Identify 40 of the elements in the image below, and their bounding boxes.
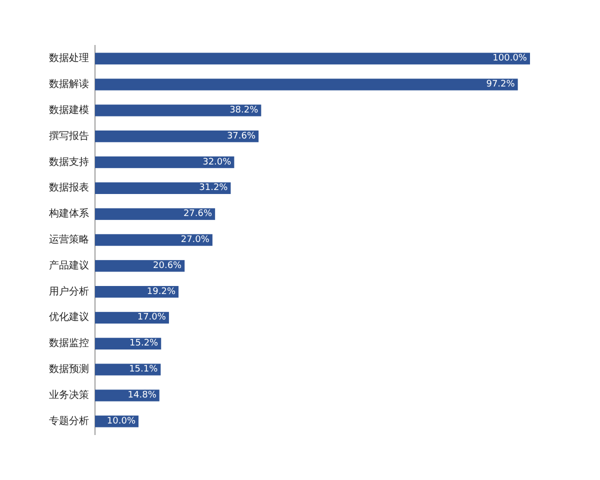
data-label: 31.2%	[199, 183, 228, 194]
data-label: 20.6%	[153, 260, 182, 271]
y-tick-label: 构建体系	[48, 208, 89, 220]
bar	[95, 104, 262, 116]
y-tick-label: 数据解读	[49, 78, 89, 90]
bar	[95, 208, 216, 220]
bar	[95, 156, 234, 168]
data-label: 15.2%	[130, 338, 159, 349]
data-label: 38.2%	[230, 105, 259, 116]
y-tick-label: 数据预测	[49, 363, 89, 376]
y-tick-label: 用户分析	[49, 285, 89, 298]
bar	[95, 364, 161, 376]
data-label: 17.0%	[137, 312, 166, 323]
data-label: 37.6%	[226, 131, 256, 142]
bar	[95, 182, 231, 194]
bar	[95, 130, 259, 142]
y-tick-label: 优化建议	[49, 311, 89, 324]
data-label: 100.0%	[492, 54, 528, 64]
data-label: 32.0%	[202, 157, 232, 168]
bar	[95, 78, 518, 90]
y-tick-label: 数据处理	[49, 52, 89, 64]
bar	[95, 52, 530, 64]
y-tick-label: 数据监控	[49, 337, 89, 350]
bar	[95, 390, 160, 402]
y-tick-label: 业务决策	[49, 388, 89, 401]
data-label: 97.2%	[486, 80, 516, 90]
y-tick-label: 产品建议	[49, 259, 89, 272]
data-label: 27.0%	[180, 235, 210, 245]
data-label: 19.2%	[146, 286, 176, 297]
bar	[95, 234, 212, 246]
y-tick-label: 数据报表	[49, 182, 89, 194]
data-label: 15.1%	[129, 364, 158, 375]
y-tick-label: 专题分析	[49, 414, 89, 427]
y-tick-label: 数据支持	[49, 156, 89, 168]
y-tick-label: 撰写报告	[49, 130, 89, 142]
data-label: 14.8%	[128, 390, 157, 400]
data-label: 27.6%	[183, 209, 213, 220]
y-tick-label: 运营策略	[49, 234, 89, 246]
data-label: 10.0%	[106, 416, 136, 426]
y-tick-label: 数据建模	[49, 104, 89, 116]
